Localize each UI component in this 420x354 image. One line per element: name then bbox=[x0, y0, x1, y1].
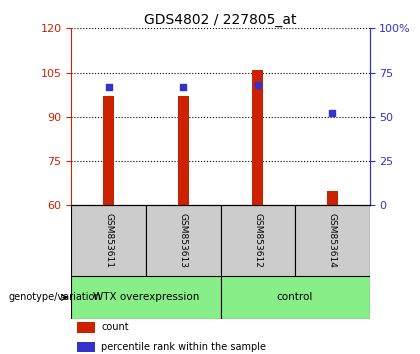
Bar bbox=[252, 70, 263, 205]
Bar bbox=[103, 96, 114, 205]
Text: GSM853613: GSM853613 bbox=[179, 213, 188, 268]
Bar bbox=[77, 322, 95, 333]
Text: GSM853614: GSM853614 bbox=[328, 213, 337, 268]
Bar bbox=[220, 205, 295, 276]
Title: GDS4802 / 227805_at: GDS4802 / 227805_at bbox=[144, 13, 297, 27]
Bar bbox=[295, 205, 370, 276]
Point bbox=[329, 110, 336, 116]
Text: WTX overexpression: WTX overexpression bbox=[93, 292, 199, 302]
Text: GSM853611: GSM853611 bbox=[104, 213, 113, 268]
Bar bbox=[327, 190, 338, 205]
Bar bbox=[71, 205, 146, 276]
Bar bbox=[146, 205, 220, 276]
Text: percentile rank within the sample: percentile rank within the sample bbox=[101, 342, 266, 352]
Text: genotype/variation: genotype/variation bbox=[8, 292, 101, 302]
Point bbox=[180, 84, 186, 90]
Text: GSM853612: GSM853612 bbox=[253, 213, 262, 268]
Point bbox=[255, 82, 261, 88]
Bar bbox=[77, 342, 95, 352]
Text: count: count bbox=[101, 322, 129, 332]
Bar bbox=[178, 96, 189, 205]
Bar bbox=[220, 276, 370, 319]
Bar bbox=[71, 276, 220, 319]
Point bbox=[105, 84, 112, 90]
Text: control: control bbox=[277, 292, 313, 302]
